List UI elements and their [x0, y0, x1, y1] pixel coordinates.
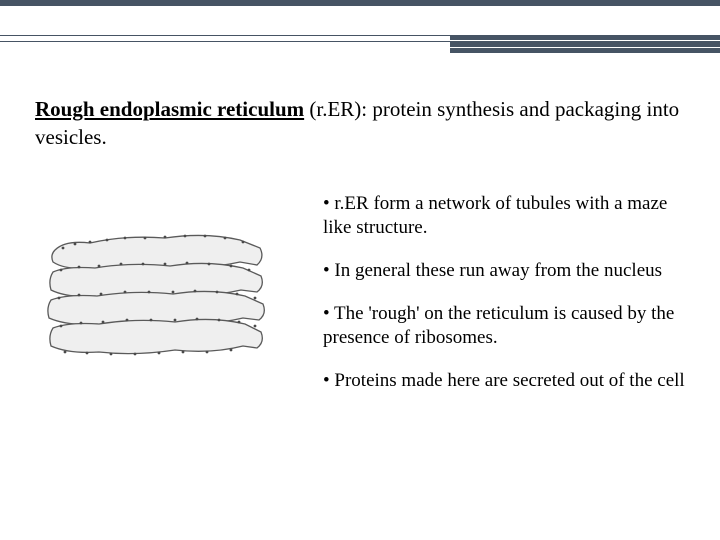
- heading-term: Rough endoplasmic reticulum: [35, 97, 304, 121]
- rough-er-illustration: [35, 210, 275, 370]
- title-thick-bars: [450, 35, 720, 55]
- heading-abbrev: (r.ER):: [304, 97, 372, 121]
- slide-content: Rough endoplasmic reticulum (r.ER): prot…: [35, 95, 685, 412]
- illustration-column: [35, 192, 305, 375]
- bullet-list: • r.ER form a network of tubules with a …: [323, 192, 685, 412]
- bullet-item: • Proteins made here are secreted out of…: [323, 369, 685, 394]
- bullet-item: • r.ER form a network of tubules with a …: [323, 192, 685, 241]
- bullet-item: • The 'rough' on the reticulum is caused…: [323, 302, 685, 351]
- heading: Rough endoplasmic reticulum (r.ER): prot…: [35, 95, 685, 152]
- slide-top-border: [0, 0, 720, 6]
- lower-row: • r.ER form a network of tubules with a …: [35, 192, 685, 412]
- bullet-item: • In general these run away from the nuc…: [323, 259, 685, 284]
